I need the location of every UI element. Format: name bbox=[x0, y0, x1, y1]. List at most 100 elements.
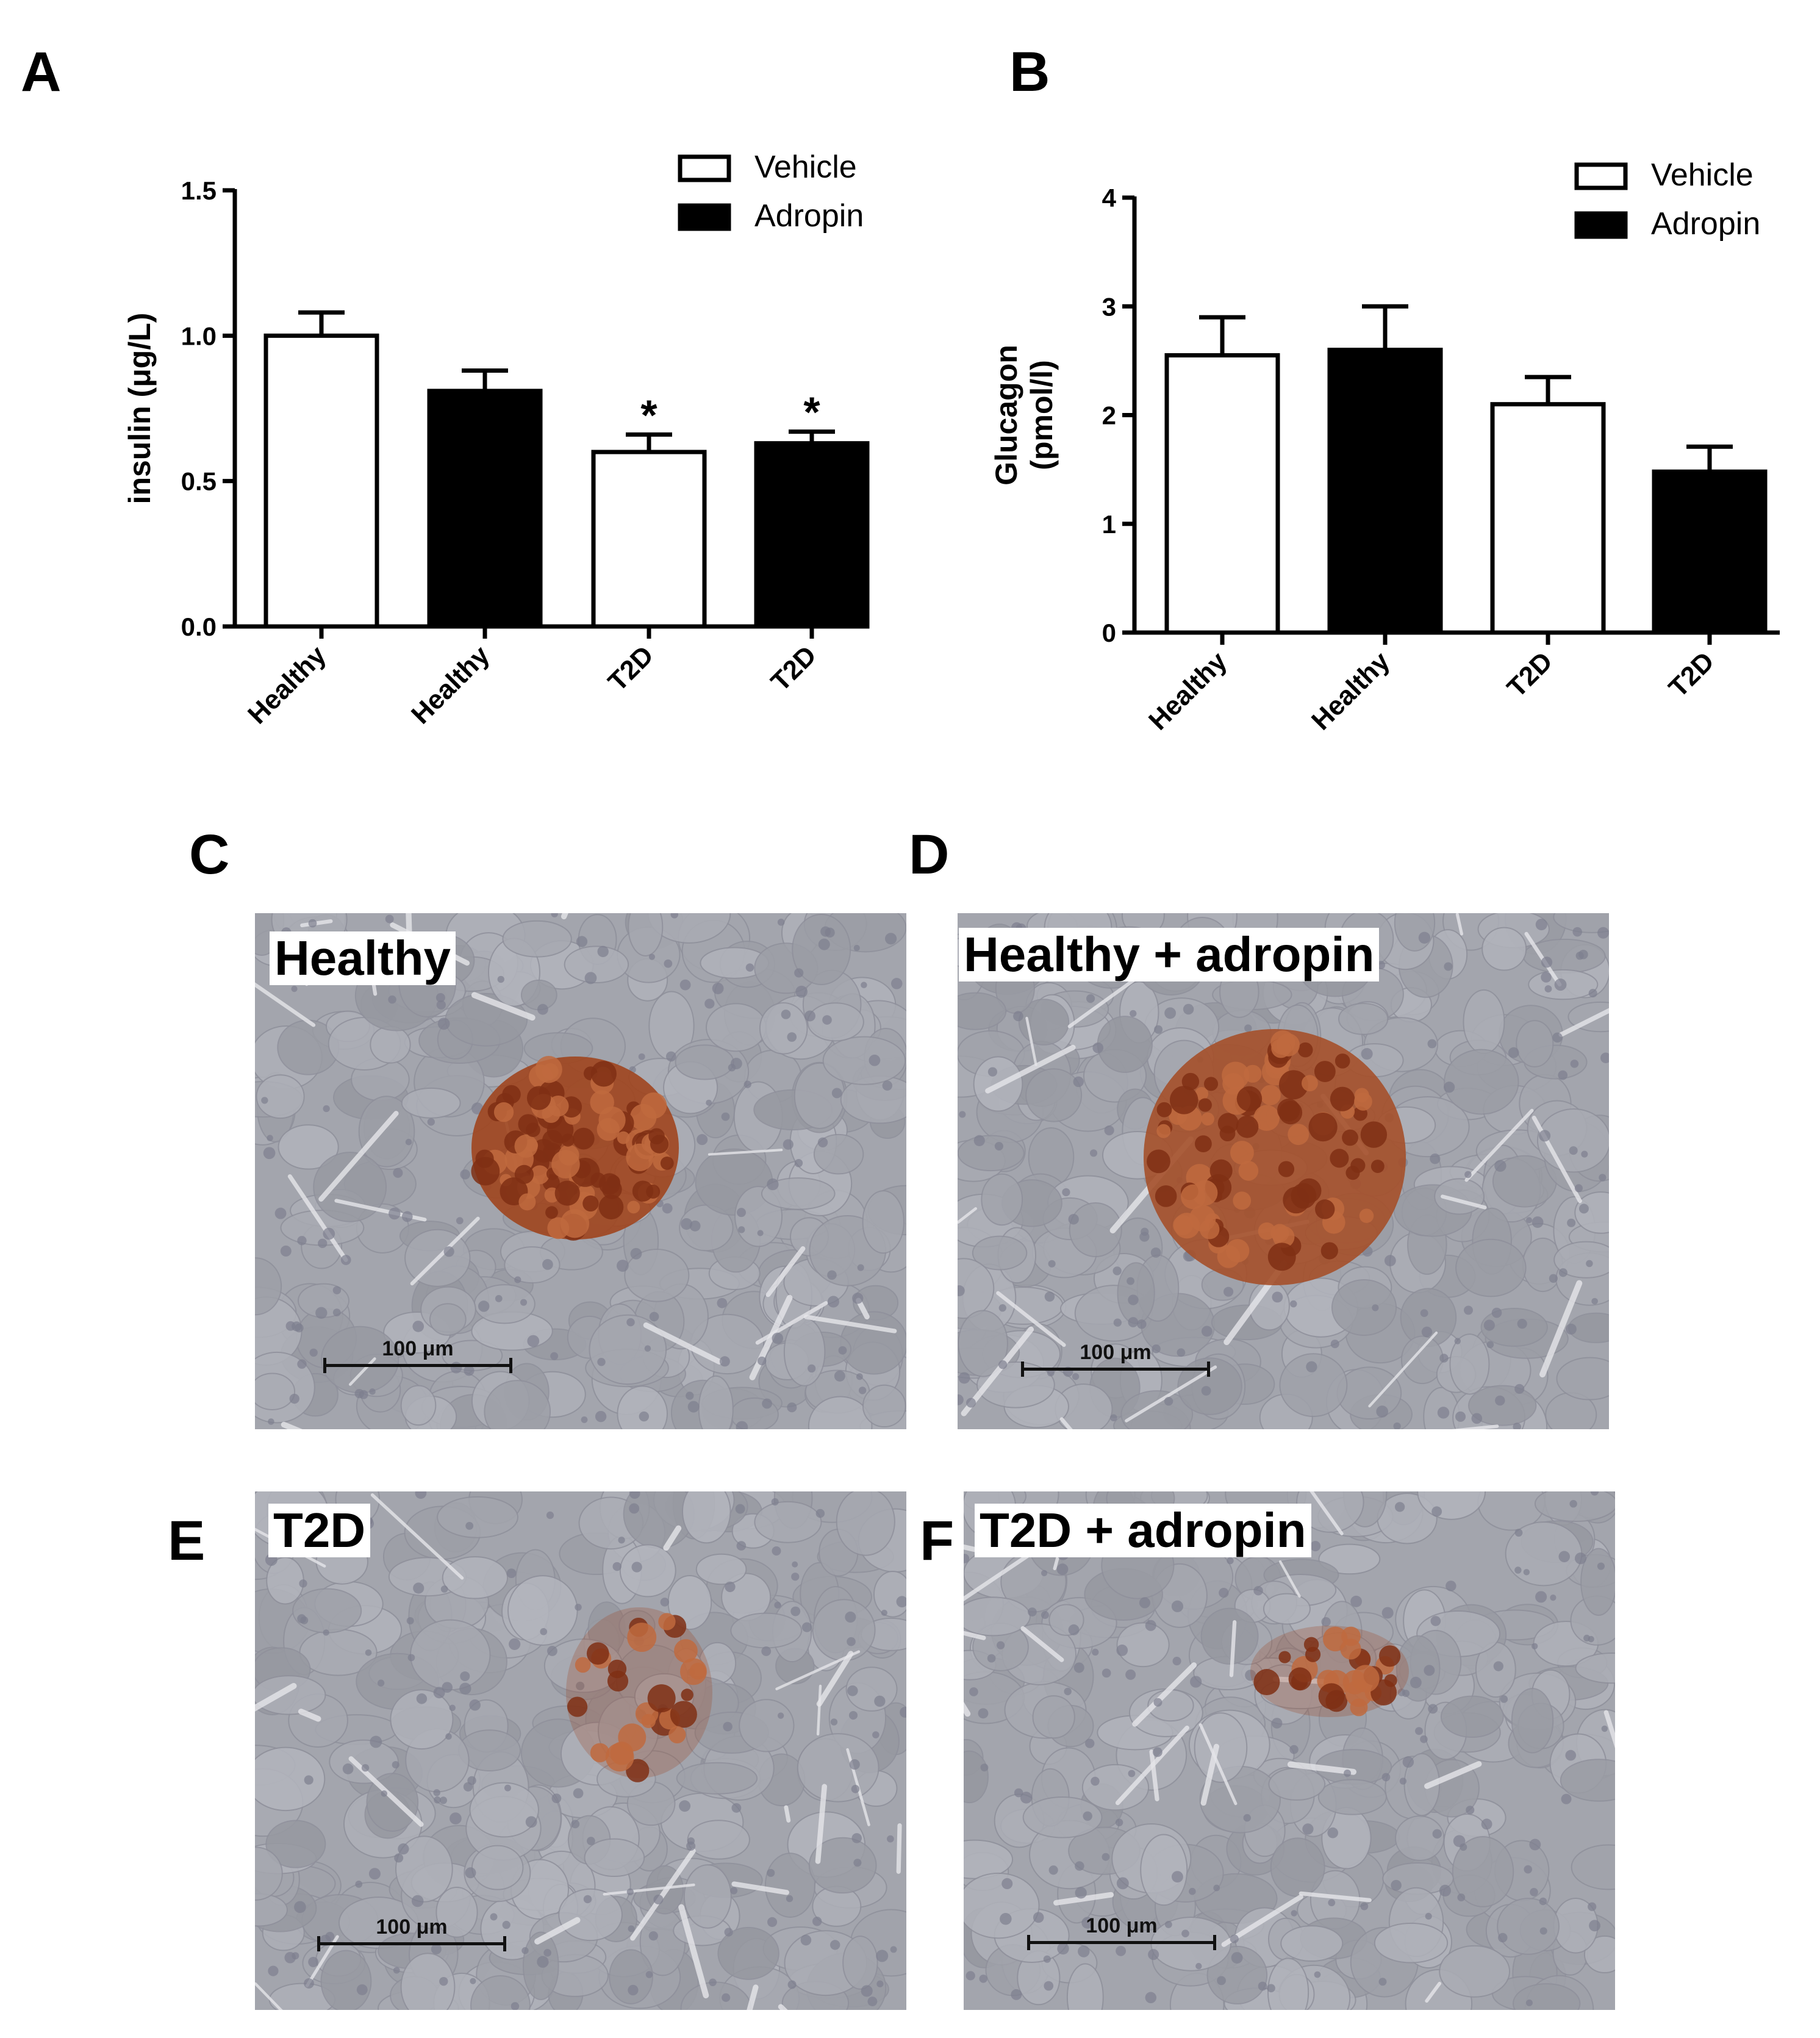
acinar-cell bbox=[958, 1310, 1008, 1377]
nucleus bbox=[490, 1913, 498, 1921]
stained-cell bbox=[1302, 1075, 1318, 1092]
nucleus bbox=[686, 1391, 694, 1400]
stained-cell bbox=[1288, 1667, 1312, 1691]
acinar-cell bbox=[520, 979, 557, 1011]
nucleus bbox=[817, 1137, 828, 1147]
nucleus bbox=[767, 1917, 778, 1927]
nucleus bbox=[1410, 1676, 1422, 1688]
nucleus bbox=[407, 1654, 415, 1662]
nucleus bbox=[1068, 1214, 1079, 1225]
stained-cell bbox=[640, 1092, 667, 1119]
acinar-cell bbox=[797, 1733, 880, 1803]
acinar-cell bbox=[390, 1689, 454, 1750]
nucleus bbox=[1424, 1665, 1435, 1676]
nucleus bbox=[1420, 1735, 1428, 1743]
nucleus bbox=[439, 1796, 448, 1804]
stained-cell bbox=[1155, 1185, 1177, 1207]
stained-cell bbox=[514, 1134, 538, 1158]
nucleus bbox=[368, 1868, 381, 1880]
nucleus bbox=[1000, 1912, 1012, 1925]
legend-label: Vehicle bbox=[1651, 157, 1754, 193]
stained-cell bbox=[1203, 1077, 1219, 1091]
nucleus bbox=[838, 1346, 847, 1355]
nucleus bbox=[1116, 1945, 1127, 1956]
nucleus bbox=[1047, 1369, 1055, 1377]
nucleus bbox=[1172, 1657, 1181, 1666]
stained-cell bbox=[1230, 1141, 1254, 1165]
acinar-cell bbox=[739, 1699, 795, 1753]
nucleus bbox=[1321, 1617, 1331, 1627]
stained-cell bbox=[514, 1164, 534, 1184]
nucleus bbox=[261, 1097, 268, 1104]
acinar-cell bbox=[1268, 1767, 1326, 1801]
stained-cell bbox=[1350, 1158, 1366, 1173]
nucleus bbox=[706, 1099, 712, 1106]
connective-septum bbox=[630, 1848, 696, 1941]
nucleus bbox=[1558, 1070, 1568, 1080]
nucleus bbox=[722, 1993, 731, 2002]
stained-cell bbox=[1236, 1115, 1259, 1138]
nucleus bbox=[1530, 1888, 1538, 1896]
y-axis-label: Glucagon(pmol/l) bbox=[989, 345, 1059, 486]
nucleus bbox=[1217, 1976, 1226, 1986]
nucleus bbox=[1177, 1348, 1186, 1357]
nucleus bbox=[697, 1134, 708, 1146]
stained-cell bbox=[668, 1726, 686, 1744]
acinar-cell bbox=[695, 1553, 747, 1585]
nucleus bbox=[542, 1259, 553, 1270]
nucleus bbox=[527, 1335, 540, 1347]
nucleus bbox=[1152, 1747, 1163, 1757]
nucleus bbox=[630, 1247, 642, 1260]
stained-cell bbox=[561, 1133, 575, 1147]
scale-bar: 100 μm bbox=[1021, 1341, 1210, 1377]
nucleus bbox=[670, 913, 679, 919]
nucleus bbox=[858, 1387, 867, 1394]
nucleus bbox=[1306, 1361, 1317, 1372]
nucleus bbox=[790, 1606, 801, 1616]
nucleus bbox=[767, 1178, 779, 1191]
nucleus bbox=[861, 981, 867, 989]
x-tick-label: Healthy bbox=[1143, 646, 1233, 736]
nucleus bbox=[900, 1706, 906, 1718]
acinar-cell bbox=[502, 920, 572, 958]
nucleus bbox=[1201, 1386, 1211, 1396]
nucleus bbox=[1432, 1829, 1442, 1839]
connective-septum bbox=[985, 1044, 1076, 1094]
nucleus bbox=[1569, 1500, 1577, 1508]
acinar-cell bbox=[681, 1491, 731, 1544]
nucleus bbox=[662, 1203, 673, 1214]
connective-septum bbox=[255, 1682, 297, 1712]
nucleus bbox=[388, 995, 396, 1004]
acinar-cell bbox=[761, 1177, 836, 1210]
nucleus bbox=[1330, 1340, 1339, 1349]
stained-cell bbox=[1278, 1070, 1308, 1100]
nucleus bbox=[719, 1356, 730, 1367]
acinar-cell bbox=[764, 1853, 816, 1918]
acinar-cell bbox=[435, 1887, 478, 1938]
connective-septum bbox=[964, 1631, 986, 1640]
stained-cell bbox=[554, 1180, 580, 1206]
stained-cell bbox=[1320, 1242, 1338, 1260]
nucleus bbox=[686, 1841, 696, 1851]
stained-cell bbox=[1147, 1149, 1170, 1174]
acinar-cell bbox=[1097, 1016, 1153, 1073]
nucleus bbox=[318, 1238, 328, 1248]
connective-septum bbox=[1053, 1892, 1114, 1906]
nucleus bbox=[815, 1509, 825, 1518]
acinar-cell bbox=[964, 1839, 1014, 1879]
nucleus bbox=[1189, 1887, 1196, 1895]
acinar-cell bbox=[958, 1258, 995, 1319]
connective-septum bbox=[1299, 1891, 1372, 1903]
acinar-cell bbox=[1336, 1366, 1402, 1420]
nucleus bbox=[980, 1764, 989, 1772]
nucleus bbox=[717, 1297, 728, 1308]
nucleus bbox=[1535, 1591, 1547, 1603]
nucleus bbox=[1145, 1992, 1157, 2004]
nucleus bbox=[294, 1901, 306, 1914]
nucleus bbox=[450, 1812, 462, 1825]
nucleus bbox=[1062, 1188, 1070, 1197]
acinar-cell bbox=[265, 1820, 326, 1868]
legend-swatch bbox=[1574, 211, 1628, 239]
connective-septum bbox=[1455, 913, 1464, 936]
nucleus bbox=[831, 1088, 842, 1099]
